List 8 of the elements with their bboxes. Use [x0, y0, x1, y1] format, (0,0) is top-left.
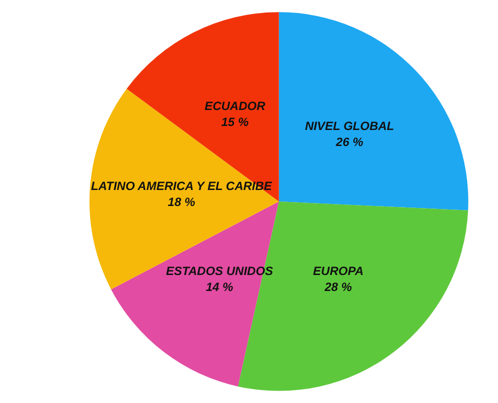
data-label: 14 %: [206, 280, 234, 294]
slice-label: NIVEL GLOBAL: [305, 119, 394, 134]
slice-label: EUROPA: [313, 264, 364, 278]
slice-label: ECUADOR: [204, 99, 266, 114]
data-label: 15 %: [221, 115, 249, 130]
data-label: 18 %: [168, 194, 196, 209]
data-label: 28 %: [324, 280, 352, 294]
data-label: 26 %: [334, 135, 364, 150]
